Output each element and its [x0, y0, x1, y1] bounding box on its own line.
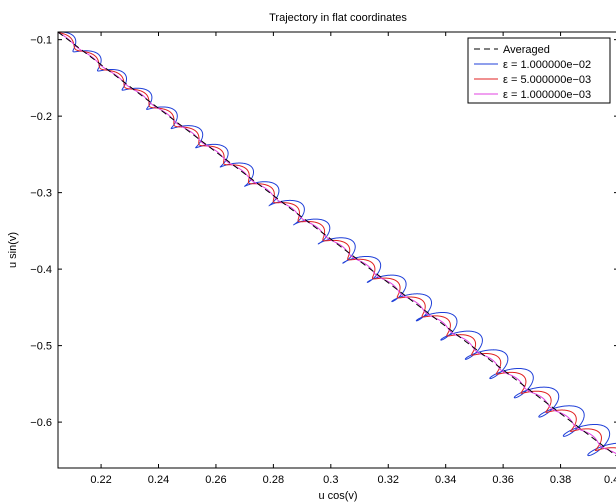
- x-axis-label: u cos(v): [318, 490, 357, 502]
- y-tick-label: −0.5: [30, 341, 52, 353]
- y-tick-label: −0.4: [30, 264, 52, 276]
- series-line: [58, 32, 616, 457]
- x-tick-label: 0.3: [323, 474, 338, 486]
- plot-area: [57, 31, 616, 469]
- y-tick-label: −0.6: [30, 417, 52, 429]
- legend-label: ε = 5.000000e−03: [503, 74, 591, 86]
- y-tick-label: −0.2: [30, 111, 52, 123]
- x-tick-label: 0.34: [435, 474, 456, 486]
- y-tick-label: −0.3: [30, 188, 52, 200]
- legend-label: ε = 1.000000e−03: [503, 89, 591, 101]
- x-tick-label: 0.32: [378, 474, 399, 486]
- x-tick-label: 0.26: [205, 474, 226, 486]
- series-line: [58, 32, 616, 452]
- series-line: [58, 32, 616, 455]
- x-tick-label: 0.22: [90, 474, 111, 486]
- legend-label: ε = 1.000000e−02: [503, 59, 591, 71]
- legend-box: [467, 37, 611, 104]
- legend-label: Averaged: [503, 44, 550, 56]
- x-tick-label: 0.24: [148, 474, 169, 486]
- x-tick-label: 0.36: [492, 474, 513, 486]
- x-tick-label: 0.38: [550, 474, 571, 486]
- plot-frame: [57, 31, 616, 469]
- x-axis: 0.22 0.24 0.26 0.28 0.3 0.32 0.34 0.36 0.38: [90, 32, 571, 486]
- series-layer: [58, 32, 616, 457]
- x-tick-label: 0.28: [263, 474, 284, 486]
- y-tick-label: −0.1: [30, 35, 52, 47]
- series-line: [58, 32, 616, 457]
- x-edge-tick-label: 0.4: [604, 474, 616, 486]
- y-axis: −0.1 −0.2 −0.3 −0.4 −0.5 −0.6: [30, 35, 616, 429]
- legend: Averaged ε = 1.000000e−02 ε = 5.000000e−03…: [467, 37, 611, 104]
- y-axis-label: u sin(v): [7, 232, 19, 268]
- chart-title: Trajectory in flat coordinates: [269, 12, 407, 24]
